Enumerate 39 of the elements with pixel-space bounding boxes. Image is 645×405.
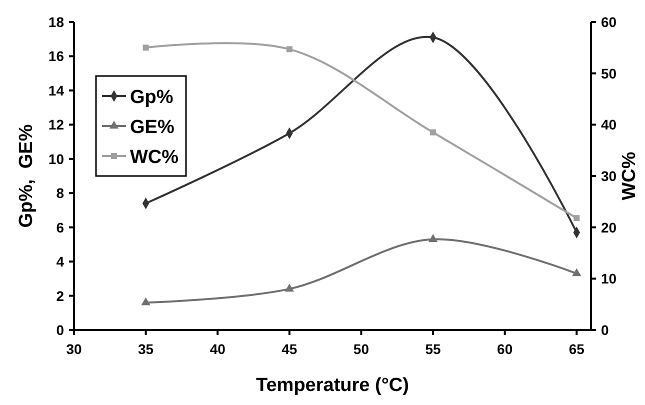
point <box>142 44 149 51</box>
y-tick-label: 16 <box>48 48 64 64</box>
y-tick-label: 10 <box>48 150 64 167</box>
x-tick-label: 50 <box>353 341 370 357</box>
x-tick-label: 60 <box>497 341 513 357</box>
point <box>286 46 292 52</box>
y2-tick-label: 40 <box>601 116 617 133</box>
y-tick-label: 6 <box>56 219 64 236</box>
point <box>430 129 436 136</box>
y2-tick-label: 60 <box>601 14 617 30</box>
y-tick-label: 2 <box>56 288 64 304</box>
y2-tick-label: 30 <box>601 168 617 184</box>
x-tick-label: 40 <box>210 341 226 357</box>
y-axis-title: Gp%, GE% <box>16 124 37 228</box>
y-tick-label: 18 <box>48 14 64 30</box>
x-tick-label: 65 <box>568 341 585 357</box>
y-tick-label: 14 <box>48 82 64 98</box>
point <box>572 268 582 276</box>
y2-axis-title: WC% <box>619 152 640 200</box>
point <box>574 215 580 222</box>
x-axis-title: Temperature (°C) <box>256 375 409 396</box>
y-tick-label: 8 <box>56 185 64 202</box>
y2-tick-label: 0 <box>601 322 609 338</box>
x-tick-label: 35 <box>138 341 154 357</box>
legend-label: GE% <box>130 117 174 138</box>
point <box>428 234 438 242</box>
x-tick-label: 55 <box>425 341 442 357</box>
y-tick-label: 12 <box>48 116 64 133</box>
point <box>284 284 294 292</box>
y2-tick-label: 50 <box>601 65 617 82</box>
y-tick-label: 4 <box>56 254 64 270</box>
y2-tick-label: 20 <box>601 219 617 236</box>
legend-label: Gp% <box>130 87 174 108</box>
x-tick-label: 30 <box>66 341 82 357</box>
y-tick-label: 0 <box>56 322 64 338</box>
x-tick-label: 45 <box>282 341 298 357</box>
point <box>141 297 150 306</box>
y2-tick-label: 10 <box>601 270 617 287</box>
legend-label: WC% <box>130 147 179 168</box>
